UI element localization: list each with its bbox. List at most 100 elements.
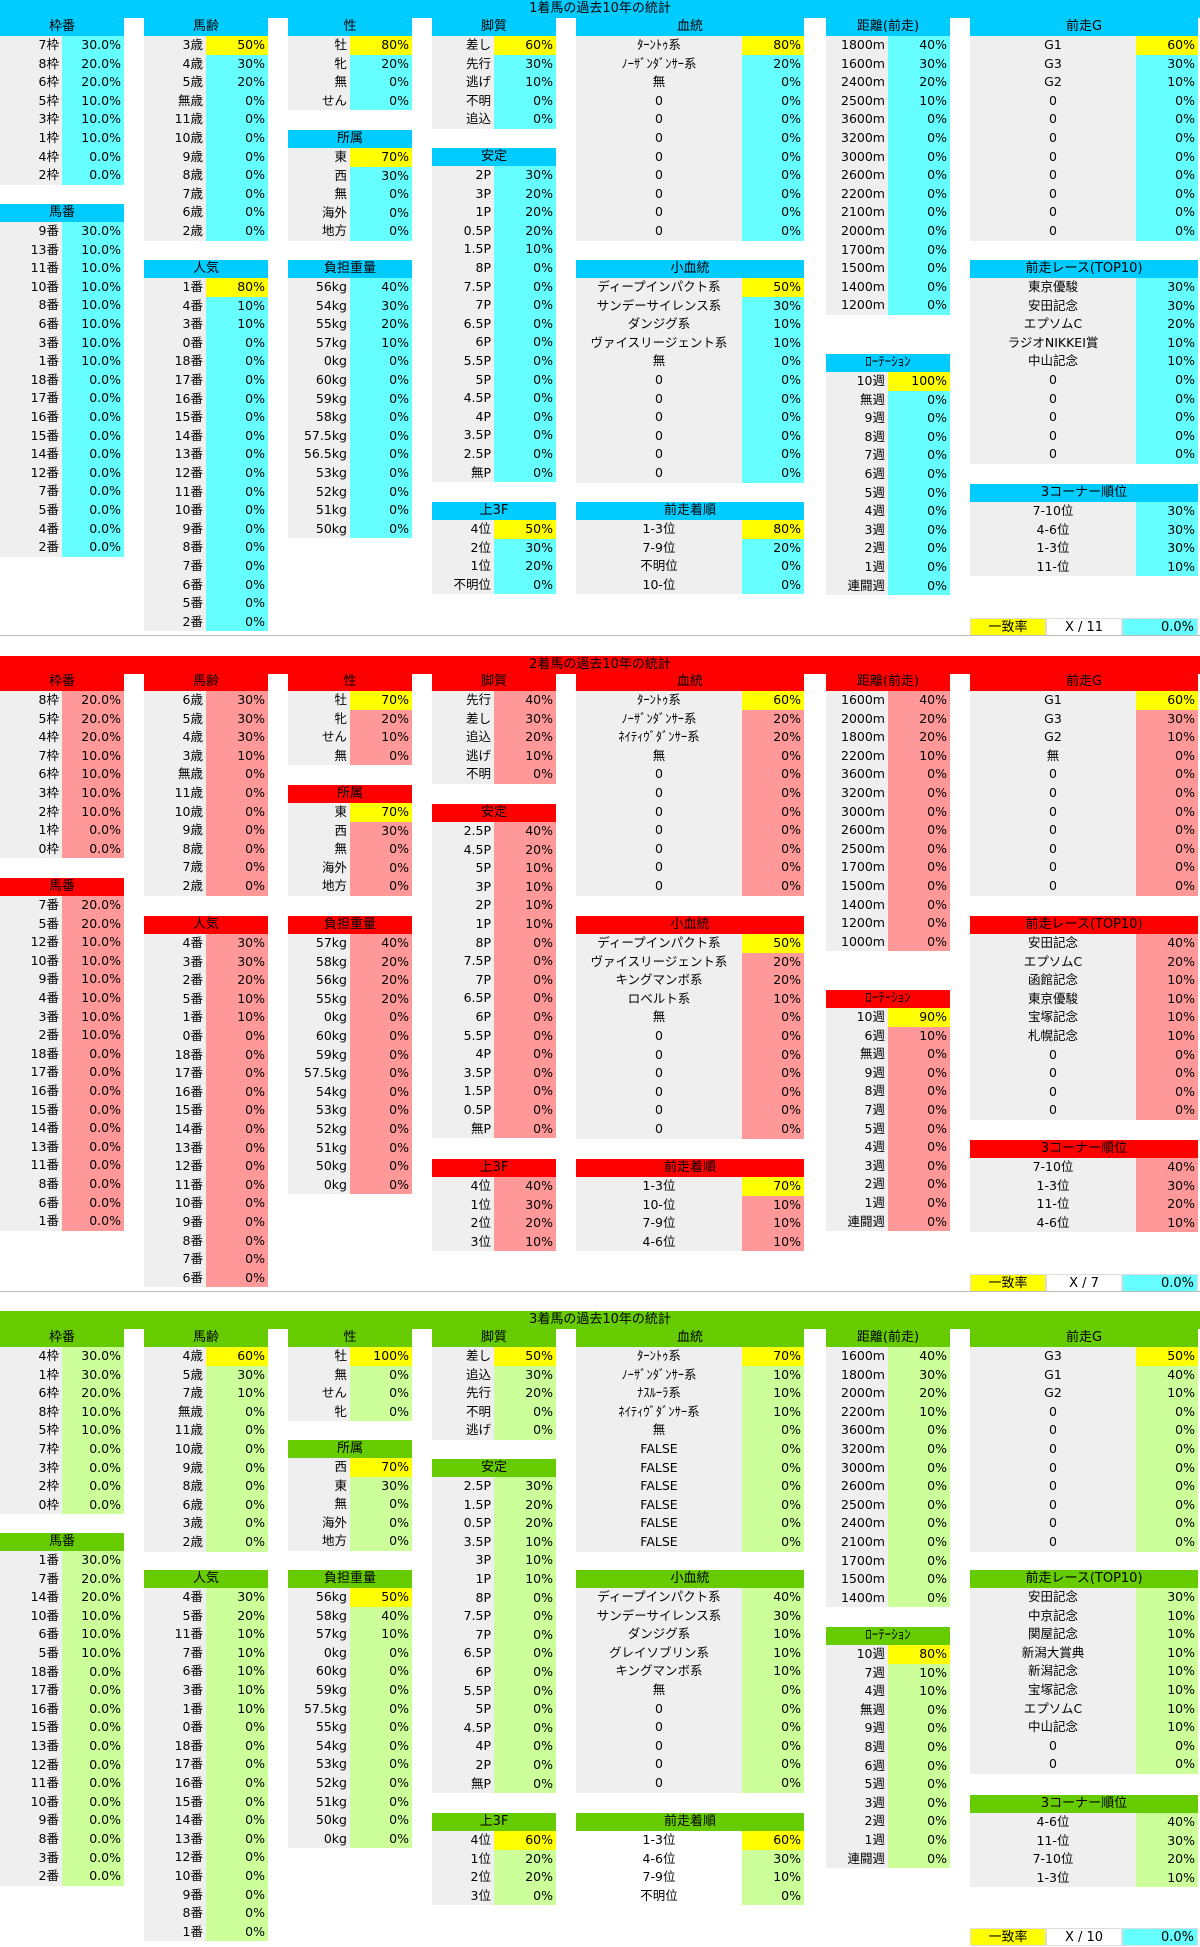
stat-label: 2歳: [144, 1532, 206, 1552]
match-count: X / 11: [1046, 618, 1122, 636]
section-divider: [0, 1291, 1200, 1292]
stat-value: 0%: [206, 1026, 268, 1046]
stat-value: 0%: [1136, 221, 1198, 241]
stat-value: 0%: [742, 1773, 804, 1793]
stat-row: 東京優駿 10%: [970, 989, 1198, 1009]
stat-value: 0%: [206, 110, 268, 129]
stat-value: 30%: [494, 709, 556, 729]
stat-row: 11歳 0%: [144, 1421, 268, 1440]
match-label: 一致率: [970, 618, 1046, 636]
stat-row: 2番 0.0%: [0, 1867, 124, 1886]
stat-row: 4-6位 40%: [970, 1813, 1198, 1832]
stat-row: 11-位 20%: [970, 1195, 1198, 1214]
stat-label: 函館記念: [970, 971, 1136, 990]
stat-label: 0.5P: [432, 1514, 494, 1533]
stat-row: 安田記念 30%: [970, 296, 1198, 316]
stat-block-title: 血統: [576, 18, 804, 36]
stat-row: 無 0%: [576, 746, 804, 766]
stat-label: 3200m: [826, 1439, 888, 1459]
stat-value: 10.0%: [62, 1421, 124, 1440]
stat-row: 14番 0.0%: [0, 445, 124, 464]
stat-label: 17番: [144, 1064, 206, 1083]
stat-label: 無: [288, 1495, 350, 1514]
stat-value: 30%: [494, 166, 556, 185]
stat-label: 56.5kg: [288, 445, 350, 464]
stat-row: 17番 0%: [144, 370, 268, 390]
stat-value: 30%: [1136, 1176, 1198, 1196]
stat-label: 7-9位: [576, 538, 742, 558]
stat-block: 馬齢 3歳 50% 4歳 30% 5歳 20% 無歳 0% 11歳 0% 10歳 0% 9歳 0% 8歳 0% 7…: [144, 18, 268, 241]
stat-label: 5歳: [144, 73, 206, 92]
stat-label: 6.5P: [432, 989, 494, 1008]
stat-label: 53kg: [288, 463, 350, 483]
stat-row: 14番 0%: [144, 426, 268, 446]
stat-label: G3: [970, 54, 1136, 74]
stat-value: 0%: [206, 1811, 268, 1830]
stat-row: 0 0%: [576, 203, 804, 222]
stat-value: 0%: [888, 1156, 950, 1176]
stat-value: 20.0%: [62, 54, 124, 74]
stat-label: 無: [576, 1008, 742, 1027]
stat-row: 東 70%: [288, 803, 412, 822]
stat-row: 1200m 0%: [826, 914, 950, 933]
stat-row: 4P 0%: [432, 1737, 556, 1756]
stat-label: 2位: [432, 1214, 494, 1233]
match-rate-row: 一致率 X / 7 0.0%: [970, 1274, 1198, 1292]
stat-row: 3番 10%: [144, 1680, 268, 1700]
stat-label: 1600m: [826, 1347, 888, 1366]
stat-row: 0 0%: [576, 1736, 804, 1756]
stat-row: 0kg 0%: [288, 352, 412, 371]
stat-label: 58kg: [288, 952, 350, 972]
stat-label: 55kg: [288, 315, 350, 334]
stat-label: 59kg: [288, 1680, 350, 1700]
stat-row: 3P 10%: [432, 1551, 556, 1570]
stat-row: 11番 10%: [144, 1625, 268, 1644]
stat-row: 10番 0%: [144, 501, 268, 520]
stat-value: 0%: [888, 1175, 950, 1194]
stat-label: 14番: [0, 1588, 62, 1607]
stat-label: 1番: [144, 278, 206, 297]
stat-value: 0%: [350, 1736, 412, 1756]
stat-value: 60%: [1136, 36, 1198, 55]
stat-block-title: 馬齢: [144, 1329, 268, 1347]
stat-value: 0%: [742, 203, 804, 222]
stat-value: 0%: [888, 895, 950, 915]
stat-row: 1400m 0%: [826, 277, 950, 297]
stat-label: 0: [576, 426, 742, 446]
stat-label: 5番: [0, 500, 62, 520]
stat-label: せん: [288, 728, 350, 747]
stat-label: 8番: [0, 296, 62, 315]
stat-value: 40%: [888, 36, 950, 55]
stat-block-title: 血統: [576, 1329, 804, 1347]
stat-value: 0%: [494, 110, 556, 129]
stat-row: 10-位 10%: [576, 1195, 804, 1215]
stat-label: 7.5P: [432, 277, 494, 297]
stat-block-title: 上3F: [432, 1813, 556, 1831]
stat-value: 10%: [888, 1682, 950, 1701]
stat-value: 0%: [494, 1588, 556, 1608]
stat-label: 7-9位: [576, 1214, 742, 1233]
stat-label: 12番: [144, 1848, 206, 1867]
stat-label: ﾅｽﾙｰﾗ系: [576, 1384, 742, 1403]
stat-row: 0 0%: [970, 1045, 1198, 1065]
stat-label: 2P: [432, 1755, 494, 1775]
stat-row: 4-6位 30%: [970, 520, 1198, 540]
stat-block: 人気 4番 30% 5番 20% 11番 10% 7番 10% 6番 10% 3番 10% 1番 10% 0番…: [144, 1570, 268, 1942]
stat-value: 0.0%: [62, 1063, 124, 1082]
stat-label: 0: [576, 166, 742, 185]
stat-label: 2番: [144, 612, 206, 632]
stat-row: G1 60%: [970, 691, 1198, 710]
stat-row: 52kg 0%: [288, 482, 412, 502]
stat-row: 0 0%: [576, 389, 804, 409]
stat-value: 0%: [350, 1792, 412, 1812]
stat-value: 0%: [206, 1866, 268, 1886]
stat-row: 追込 0%: [432, 110, 556, 129]
stat-label: せん: [288, 1384, 350, 1403]
stat-label: 牝: [288, 1402, 350, 1422]
stat-row: 17番 0.0%: [0, 1681, 124, 1700]
stat-row: 4番 10%: [144, 296, 268, 316]
stat-block: 馬齢 4歳 60% 5歳 30% 7歳 10% 無歳 0% 11歳 0% 10歳 0% 9歳 0% 8歳 0% 6…: [144, 1329, 268, 1552]
stat-row: 56.5kg 0%: [288, 445, 412, 464]
stat-value: 0.0%: [62, 1867, 124, 1886]
stat-label: 3.5P: [432, 426, 494, 445]
